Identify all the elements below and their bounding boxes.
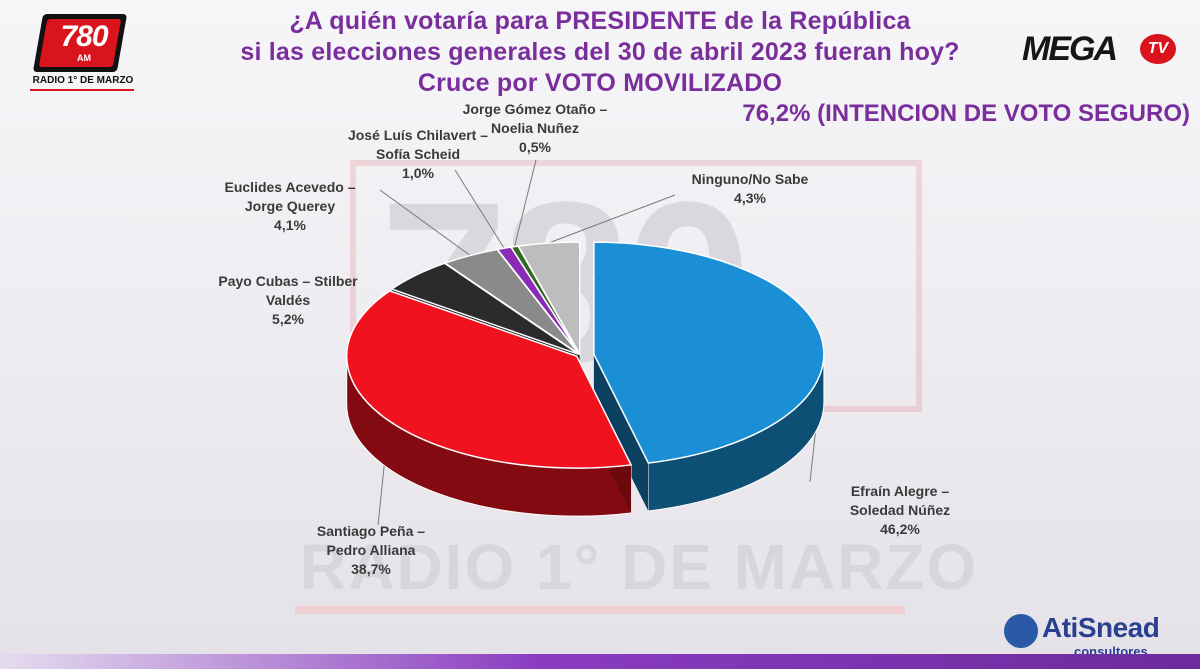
- radio-name: RADIO 1° DE MARZO: [32, 75, 134, 86]
- label-chilavert-name-2: Sofía Scheid: [375, 146, 461, 162]
- label-pena-name-1: Santiago Peña –: [316, 523, 426, 539]
- pie-slice-1: [346, 290, 633, 469]
- mega-text: MEGA: [1022, 30, 1118, 68]
- label-gomez-name-2: Noelia Nuñez: [491, 120, 579, 136]
- leader-line-3: [379, 189, 471, 256]
- label-ninguno: Ninguno/No Sabe 4,3%: [660, 170, 840, 208]
- label-acevedo-name-1: Euclides Acevedo –: [224, 179, 356, 195]
- label-ninguno-value: 4,3%: [734, 190, 766, 206]
- label-pena-name-2: Pedro Alliana: [326, 542, 416, 558]
- ati-snead-icon: [1004, 614, 1038, 648]
- label-alegre-name-2: Soledad Núñez: [849, 502, 951, 518]
- label-pena: Santiago Peña – Pedro Alliana 38,7%: [286, 522, 456, 579]
- pie-slices: [346, 241, 825, 517]
- leader-line-4: [454, 169, 505, 249]
- title-line-3: Cruce por VOTO MOVILIZADO: [417, 69, 783, 97]
- label-chilavert-value: 1,0%: [402, 165, 434, 181]
- leader-line-5: [514, 159, 537, 247]
- radio-logo: 780 AM RADIO 1° DE MARZO: [22, 12, 134, 92]
- label-gomez-value: 0,5%: [519, 139, 551, 155]
- mega-tv-logo: MEGA TV: [1022, 30, 1182, 70]
- label-acevedo-name-2: Jorge Querey: [244, 198, 336, 214]
- label-cubas: Payo Cubas – Stilber Valdés 5,2%: [188, 272, 388, 329]
- title-line-1: ¿A quién votaría para PRESIDENTE de la R…: [289, 7, 911, 35]
- label-chilavert-name-1: José Luís Chilavert –: [347, 127, 489, 143]
- label-cubas-name-2: Valdés: [265, 292, 311, 308]
- radio-number: 780: [60, 20, 108, 53]
- mega-tv-badge: TV: [1140, 34, 1176, 64]
- pie-slice-0: [593, 241, 825, 464]
- watermark-text: RADIO 1° DE MARZO: [300, 531, 979, 603]
- label-gomez-name-1: Jorge Gómez Otaño –: [462, 101, 608, 117]
- bottom-band: [0, 654, 1200, 669]
- label-cubas-name-1: Payo Cubas – Stilber: [218, 273, 358, 289]
- label-pena-value: 38,7%: [351, 561, 391, 577]
- label-alegre-name-1: Efraín Alegre –: [850, 483, 950, 499]
- label-alegre-value: 46,2%: [880, 521, 920, 537]
- pie-slice-6: [517, 241, 581, 357]
- radio-underline: [30, 89, 134, 91]
- label-cubas-value: 5,2%: [272, 311, 304, 327]
- label-gomez: Jorge Gómez Otaño – Noelia Nuñez 0,5%: [440, 100, 630, 157]
- chart-subtitle: 76,2% (INTENCION DE VOTO SEGURO): [742, 100, 1190, 127]
- watermark-bar: [295, 606, 905, 614]
- ati-snead-name: AtiSnead: [1042, 612, 1160, 643]
- label-alegre: Efraín Alegre – Soledad Núñez 46,2%: [815, 482, 985, 539]
- label-acevedo: Euclides Acevedo – Jorge Querey 4,1%: [200, 178, 380, 235]
- title-line-2: si las elecciones generales del 30 de ab…: [240, 38, 960, 66]
- radio-am: AM: [77, 53, 91, 63]
- label-chilavert: José Luís Chilavert – Sofía Scheid 1,0%: [318, 126, 518, 183]
- leader-line-6: [548, 194, 676, 244]
- label-ninguno-name-1: Ninguno/No Sabe: [691, 171, 809, 187]
- pie-slice-cut-0-1: [593, 354, 649, 511]
- chart-title: ¿A quién votaría para PRESIDENTE de la R…: [230, 6, 970, 99]
- label-acevedo-value: 4,1%: [274, 217, 306, 233]
